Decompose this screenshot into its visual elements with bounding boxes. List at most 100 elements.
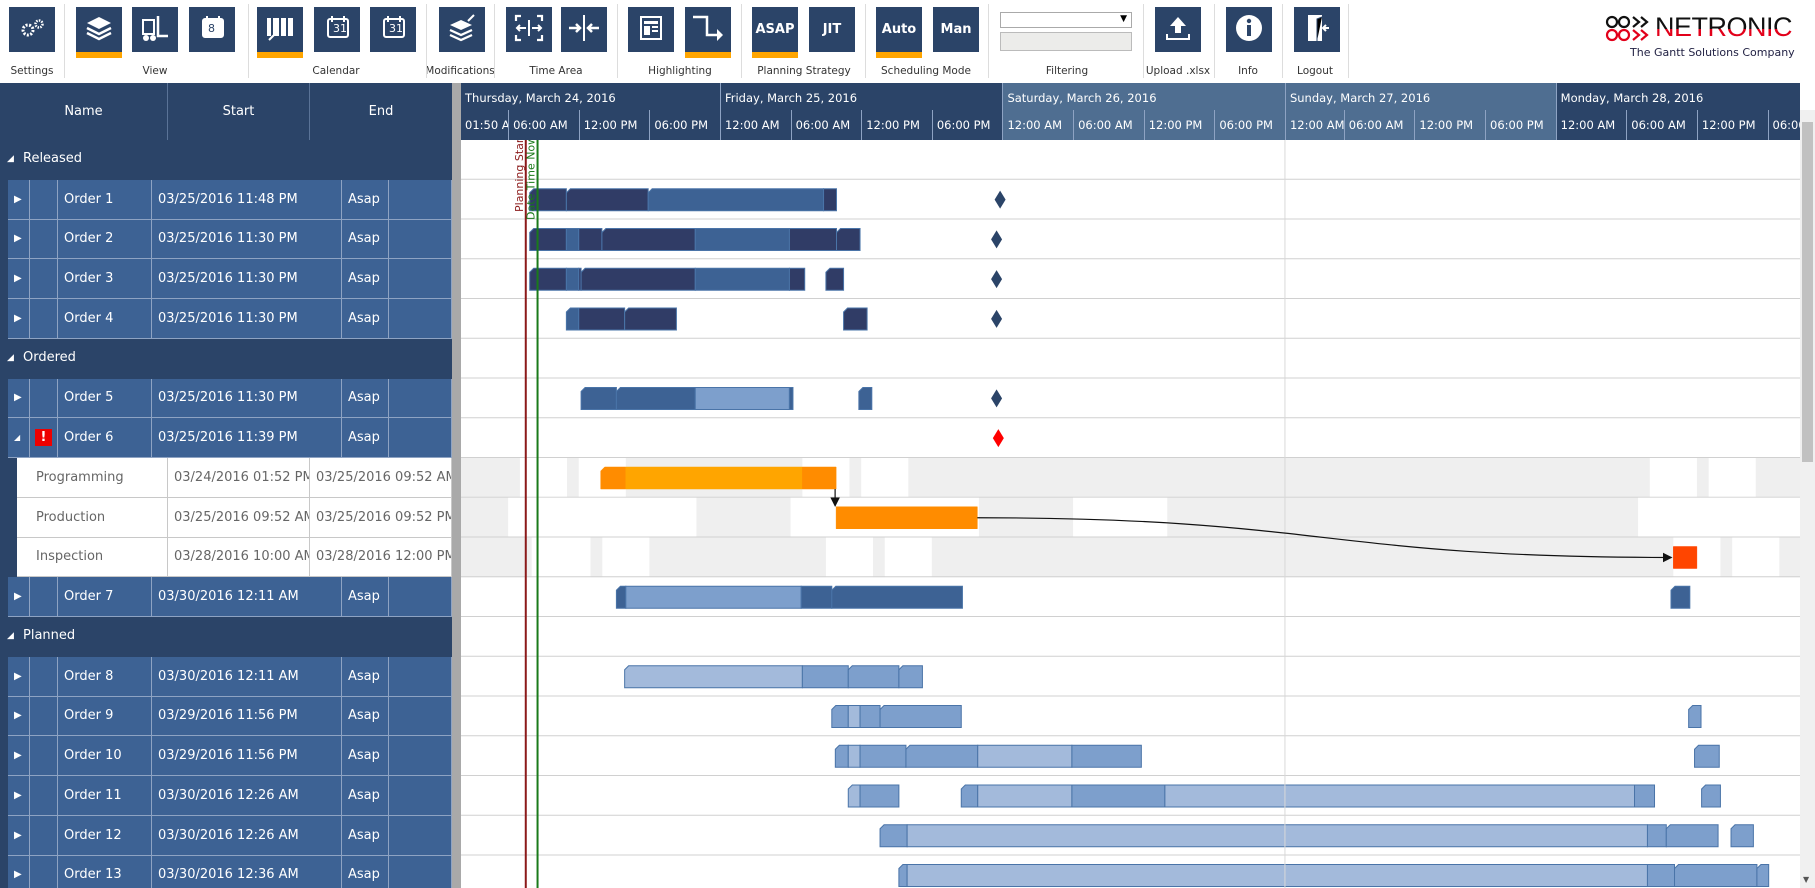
order-bar-segment[interactable] xyxy=(1164,784,1636,808)
order-bar-segment[interactable] xyxy=(843,307,868,331)
expand-arrow-icon[interactable]: ▶ xyxy=(14,273,22,285)
order-bar-segment[interactable] xyxy=(788,228,838,251)
table-row[interactable]: ▶ Order 9 03/29/2016 11:56 PM Asap xyxy=(0,696,452,737)
order-bar-segment[interactable] xyxy=(859,705,881,728)
order-bar-segment[interactable] xyxy=(625,585,802,609)
gantt-chart[interactable]: Planning Start Date Time Now xyxy=(461,140,1800,888)
order-bar-segment[interactable] xyxy=(1646,824,1667,848)
order-bar-segment[interactable] xyxy=(825,267,845,291)
task-bar[interactable] xyxy=(1673,546,1698,569)
time-area-collapse-button[interactable] xyxy=(561,7,607,52)
order-bar-segment[interactable] xyxy=(788,267,806,291)
order-bar-segment[interactable] xyxy=(859,784,900,808)
milestone-diamond[interactable] xyxy=(991,230,1003,249)
order-bar-segment[interactable] xyxy=(565,228,580,251)
dependency-link[interactable] xyxy=(977,517,1673,563)
order-bar-segment[interactable] xyxy=(898,864,908,887)
order-bar-segment[interactable] xyxy=(831,705,849,728)
task-row[interactable]: Inspection 03/28/2016 10:00 AM 03/28/2016 … xyxy=(0,537,452,578)
order-bar-segment[interactable] xyxy=(1071,784,1166,808)
order-bar-segment[interactable] xyxy=(847,784,861,808)
scrollbar-thumb[interactable] xyxy=(1802,122,1813,462)
order-bar-segment[interactable] xyxy=(847,744,861,768)
planning-jit-button[interactable]: JIT xyxy=(809,7,855,52)
planning-asap-button[interactable]: ASAP xyxy=(752,7,798,52)
order-bar-segment[interactable] xyxy=(529,267,567,291)
task-bar[interactable] xyxy=(802,466,837,490)
order-bar-segment[interactable] xyxy=(647,188,825,212)
order-bar-segment[interactable] xyxy=(578,228,603,251)
collapse-triangle-icon[interactable]: ◢ xyxy=(7,352,14,363)
expand-arrow-icon[interactable]: ▶ xyxy=(14,789,22,801)
column-header-end[interactable]: End xyxy=(368,104,394,119)
order-bar-segment[interactable] xyxy=(694,228,790,251)
order-bar-segment[interactable] xyxy=(615,387,696,410)
order-bar-segment[interactable] xyxy=(565,188,649,212)
order-bar-segment[interactable] xyxy=(1670,585,1691,609)
view-layers-button[interactable] xyxy=(76,7,122,52)
order-bar-segment[interactable] xyxy=(788,387,794,410)
order-bar-segment[interactable] xyxy=(1694,744,1720,768)
order-bar-segment[interactable] xyxy=(831,585,963,609)
expand-arrow-icon[interactable]: ▶ xyxy=(14,233,22,245)
view-calendar-button[interactable]: 8 xyxy=(189,7,235,52)
order-bar-segment[interactable] xyxy=(624,665,803,689)
calendar-resource-button[interactable]: 31 xyxy=(314,7,360,52)
expand-arrow-icon[interactable]: ▶ xyxy=(14,591,22,603)
order-bar-segment[interactable] xyxy=(694,387,790,410)
order-bar-segment[interactable] xyxy=(847,665,900,689)
table-row[interactable]: ▶ Order 8 03/30/2016 12:11 AM Asap xyxy=(0,656,452,697)
expand-arrow-icon[interactable]: ▶ xyxy=(14,193,22,205)
order-bar-segment[interactable] xyxy=(1665,824,1719,848)
filter-dropdown[interactable]: ▼ xyxy=(1000,12,1132,28)
order-bar-segment[interactable] xyxy=(977,744,1073,768)
order-bar-segment[interactable] xyxy=(801,665,849,689)
task-bar[interactable] xyxy=(600,466,627,490)
group-row[interactable]: ◢ Released xyxy=(0,140,452,180)
expanded-triangle-icon[interactable]: ◢ xyxy=(14,433,21,443)
expand-arrow-icon[interactable]: ▶ xyxy=(14,312,22,324)
column-header-name[interactable]: Name xyxy=(0,83,168,140)
task-row[interactable]: Programming 03/24/2016 01:52 PM 03/25/2016… xyxy=(0,458,452,498)
order-bar-segment[interactable] xyxy=(529,228,567,251)
order-bar-segment[interactable] xyxy=(1674,864,1758,887)
logout-button[interactable] xyxy=(1294,7,1340,52)
calendar-exception-button[interactable]: 31 xyxy=(370,7,416,52)
task-bar[interactable] xyxy=(835,506,978,529)
milestone-diamond[interactable] xyxy=(994,190,1006,209)
order-bar-segment[interactable] xyxy=(879,824,908,848)
group-row[interactable]: ◢ Ordered xyxy=(0,338,452,379)
order-bar-segment[interactable] xyxy=(565,307,580,331)
panel-splitter[interactable] xyxy=(452,83,461,888)
highlight-path-button[interactable] xyxy=(685,7,731,52)
order-bar-segment[interactable] xyxy=(578,307,626,331)
order-bar-segment[interactable] xyxy=(977,784,1073,808)
order-bar-segment[interactable] xyxy=(694,267,790,291)
table-row[interactable]: ◢! Order 6 03/25/2016 11:39 PM Asap xyxy=(0,418,452,458)
scheduling-auto-button[interactable]: Auto xyxy=(876,7,922,52)
order-bar-segment[interactable] xyxy=(1701,784,1721,808)
expand-arrow-icon[interactable]: ▶ xyxy=(14,670,22,682)
expand-arrow-icon[interactable]: ▶ xyxy=(14,829,22,841)
order-bar-segment[interactable] xyxy=(906,864,1648,887)
order-bar-segment[interactable] xyxy=(615,585,627,609)
table-row[interactable]: ▶ Order 1 03/25/2016 11:48 PM Asap xyxy=(0,179,452,220)
table-row[interactable]: ▶ Order 10 03/29/2016 11:56 PM Asap xyxy=(0,736,452,776)
group-row[interactable]: ◢ Planned xyxy=(0,617,452,657)
order-bar-segment[interactable] xyxy=(960,784,979,808)
order-bar-segment[interactable] xyxy=(847,705,861,728)
table-row[interactable]: ▶ Order 2 03/25/2016 11:30 PM Asap xyxy=(0,219,452,260)
table-row[interactable]: ▶ Order 7 03/30/2016 12:11 AM Asap xyxy=(0,577,452,617)
settings-button[interactable] xyxy=(9,7,55,52)
order-bar-segment[interactable] xyxy=(898,665,923,689)
order-bar-segment[interactable] xyxy=(906,824,1648,848)
order-bar-segment[interactable] xyxy=(859,744,907,768)
time-area-expand-button[interactable] xyxy=(506,7,552,52)
order-bar-segment[interactable] xyxy=(1071,744,1142,768)
table-row[interactable]: ▶ Order 5 03/25/2016 11:30 PM Asap xyxy=(0,378,452,419)
table-row[interactable]: ▶ Order 11 03/30/2016 12:26 AM Asap xyxy=(0,776,452,816)
milestone-diamond[interactable] xyxy=(991,270,1003,289)
order-bar-segment[interactable] xyxy=(1634,784,1656,808)
order-bar-segment[interactable] xyxy=(858,387,873,410)
collapse-triangle-icon[interactable]: ◢ xyxy=(7,154,14,164)
